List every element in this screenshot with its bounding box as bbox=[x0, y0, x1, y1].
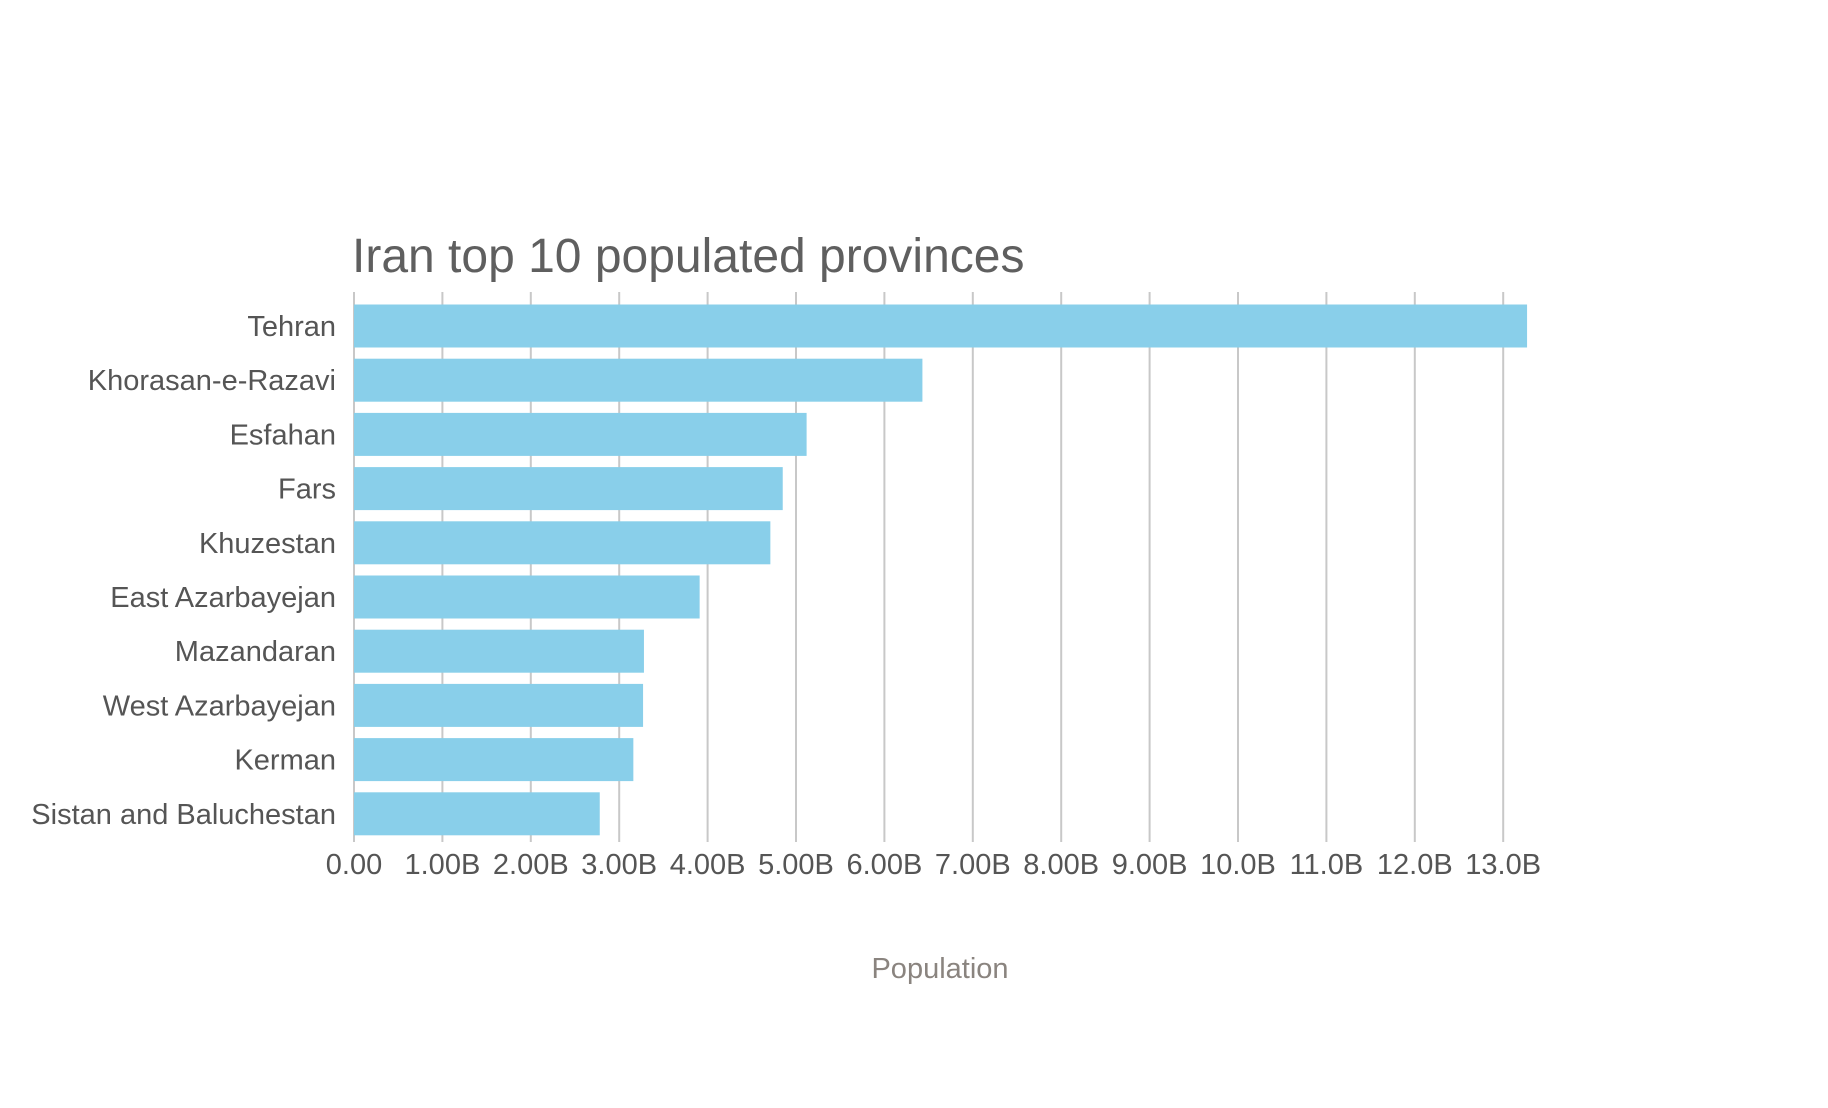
category-label: East Azarbayejan bbox=[110, 582, 336, 614]
bars bbox=[354, 304, 1528, 836]
bar[interactable] bbox=[354, 467, 783, 511]
category-label: Mazandaran bbox=[175, 636, 336, 668]
x-tick-label: 5.00B bbox=[758, 849, 834, 881]
x-tick-label: 1.00B bbox=[405, 849, 481, 881]
category-label: Sistan and Baluchestan bbox=[31, 799, 336, 831]
bar[interactable] bbox=[354, 358, 923, 402]
category-labels: Tehran Khorasan-e-Razavi Esfahan Fars Khuzes… bbox=[31, 311, 336, 831]
x-tick-label: 12.0B bbox=[1377, 849, 1453, 881]
x-tick-label: 4.00B bbox=[670, 849, 746, 881]
category-label: West Azarbayejan bbox=[103, 690, 336, 722]
category-label: Esfahan bbox=[230, 419, 336, 451]
x-tick-label: 9.00B bbox=[1112, 849, 1188, 881]
x-tick-labels: 0.00 1.00B 2.00B 3.00B 4.00B 5.00B 6.00B 7.00B 8… bbox=[326, 849, 1541, 881]
x-tick-label: 6.00B bbox=[847, 849, 923, 881]
category-label: Fars bbox=[278, 474, 336, 506]
bar[interactable] bbox=[354, 575, 700, 619]
bar[interactable] bbox=[354, 629, 644, 673]
x-tick-label: 7.00B bbox=[935, 849, 1011, 881]
bar[interactable] bbox=[354, 412, 807, 456]
bar[interactable] bbox=[354, 521, 771, 565]
x-axis-title: Population bbox=[871, 953, 1008, 985]
x-tick-label: 2.00B bbox=[493, 849, 569, 881]
x-tick-label: 10.0B bbox=[1200, 849, 1276, 881]
x-tick-label: 0.00 bbox=[326, 849, 382, 881]
category-label: Khuzestan bbox=[199, 528, 336, 560]
category-label: Khorasan-e-Razavi bbox=[88, 365, 336, 397]
bar[interactable] bbox=[354, 738, 634, 782]
x-tick-label: 13.0B bbox=[1465, 849, 1541, 881]
category-label: Kerman bbox=[234, 745, 336, 777]
category-label: Tehran bbox=[247, 311, 336, 343]
chart-title: Iran top 10 populated provinces bbox=[352, 230, 1024, 283]
x-tick-label: 3.00B bbox=[581, 849, 657, 881]
x-tick-label: 8.00B bbox=[1023, 849, 1099, 881]
bar[interactable] bbox=[354, 792, 600, 836]
bar[interactable] bbox=[354, 683, 644, 727]
bar[interactable] bbox=[354, 304, 1528, 348]
x-tick-label: 11.0B bbox=[1290, 849, 1364, 881]
